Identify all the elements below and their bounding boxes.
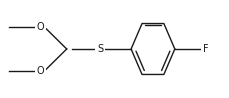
Text: S: S (97, 44, 103, 54)
Text: O: O (36, 22, 44, 32)
Text: O: O (36, 66, 44, 76)
Text: F: F (202, 44, 208, 54)
